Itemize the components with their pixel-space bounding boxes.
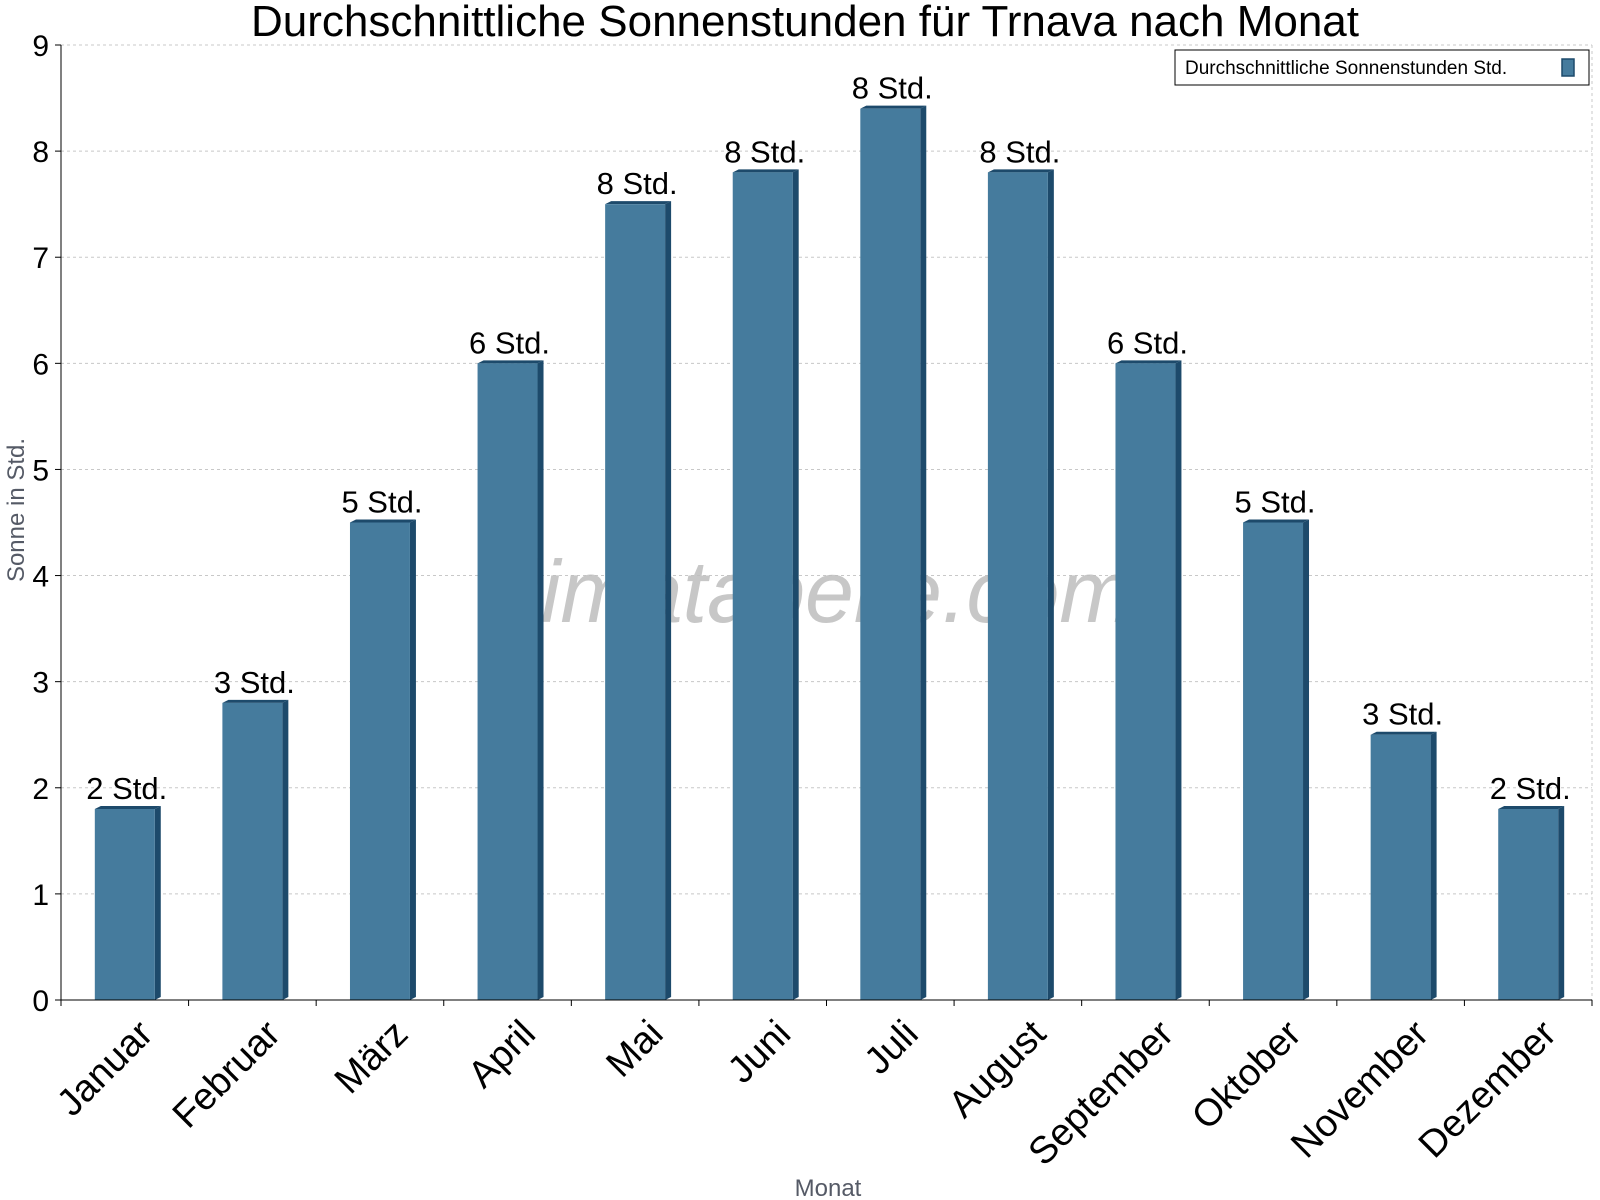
y-tick-label: 3 — [32, 667, 49, 700]
x-tick-label: Januar — [49, 1012, 161, 1124]
bar-group — [477, 360, 544, 1000]
bar-side — [665, 201, 672, 1000]
legend: Durchschnittliche Sonnenstunden Std. — [1174, 49, 1590, 86]
bar — [1370, 734, 1431, 1000]
data-label: 2 Std. — [86, 771, 167, 806]
bar-side — [920, 105, 927, 1000]
bar-group — [1243, 519, 1310, 1000]
data-label: 8 Std. — [724, 134, 805, 169]
data-label: 5 Std. — [341, 485, 422, 520]
legend-entry-label: Durchschnittliche Sonnenstunden Std. — [1185, 58, 1507, 79]
bar-side — [1047, 169, 1054, 1001]
data-label: 8 Std. — [979, 134, 1060, 169]
data-label: 3 Std. — [214, 665, 295, 700]
bar — [222, 702, 283, 1000]
bar-top — [605, 201, 672, 205]
bar-top — [987, 169, 1054, 173]
bar-group — [94, 806, 161, 1000]
y-tick-label: 6 — [32, 348, 49, 381]
bar-side — [792, 169, 799, 1001]
y-tick-label: 4 — [32, 561, 49, 594]
x-tick-label: Juli — [857, 1013, 927, 1083]
x-tick-label: Juni — [720, 1013, 799, 1092]
bar-top — [477, 360, 544, 364]
y-tick-label: 8 — [32, 136, 49, 169]
y-tick-label: 5 — [32, 454, 49, 487]
x-tick-label: Oktober — [1184, 1012, 1310, 1138]
bar — [605, 204, 666, 1000]
bar-top — [860, 105, 927, 109]
bar-top — [1370, 731, 1437, 735]
bar — [1498, 809, 1559, 1000]
data-labels-layer: 2 Std. 3 Std. 5 Std. 6 Std. 8 Std. 8 Std. 8 St… — [86, 71, 1570, 806]
bar-group — [222, 699, 289, 1000]
bar — [732, 172, 793, 1001]
legend-swatch — [1561, 58, 1575, 77]
grid-layer — [61, 44, 1593, 1000]
bar — [94, 809, 155, 1000]
bar — [987, 172, 1048, 1001]
y-tick-label: 9 — [32, 30, 49, 63]
chart-title: Durchschnittliche Sonnenstunden für Trna… — [251, 0, 1359, 46]
x-tick-label: Mai — [598, 1013, 671, 1086]
data-label: 3 Std. — [1362, 697, 1443, 732]
data-label: 5 Std. — [1235, 485, 1316, 520]
x-tick-label: Februar — [165, 1012, 289, 1136]
bar-top — [732, 169, 799, 173]
data-label: 8 Std. — [852, 71, 933, 106]
x-tick-label: April — [460, 1013, 543, 1096]
bar-side — [1303, 519, 1310, 1000]
bar-side — [409, 519, 416, 1000]
bar-group — [987, 169, 1054, 1001]
bar-group — [605, 201, 672, 1000]
x-tick-label: November — [1283, 1012, 1437, 1166]
bar — [860, 108, 921, 1000]
bar-side — [537, 360, 544, 1000]
bar-top — [1498, 806, 1565, 809]
data-label: 8 Std. — [597, 166, 678, 201]
data-label: 2 Std. — [1490, 771, 1571, 806]
bar-group — [860, 105, 927, 1000]
bar-top — [94, 806, 161, 809]
x-axis-label: Monat — [795, 1175, 862, 1200]
bar-side — [1430, 731, 1437, 1000]
bar-top — [222, 699, 289, 703]
bar-side — [282, 699, 289, 1000]
data-label: 6 Std. — [1107, 325, 1188, 360]
bar — [1243, 522, 1304, 1000]
bar-side — [154, 806, 161, 1000]
bar-group — [349, 519, 416, 1000]
x-tick-label: März — [327, 1013, 416, 1102]
bar-group — [1498, 806, 1565, 1000]
bar — [477, 363, 538, 1000]
bar-group — [732, 169, 799, 1001]
data-label: 6 Std. — [469, 325, 550, 360]
y-tick-label: 2 — [32, 773, 49, 806]
y-tick-label: 0 — [32, 985, 49, 1018]
bar-top — [1115, 360, 1182, 364]
legend-box — [1174, 49, 1590, 86]
x-tick-label: August — [941, 1012, 1055, 1126]
y-tick-label: 7 — [32, 242, 49, 275]
bar-side — [1558, 806, 1565, 1000]
bar-top — [349, 519, 416, 523]
bar-side — [1175, 360, 1182, 1000]
y-tick-label: 1 — [32, 879, 49, 912]
bar — [349, 522, 410, 1000]
bar-group — [1370, 731, 1437, 1000]
y-axis-label: Sonne in Std. — [3, 438, 30, 582]
bar — [1115, 363, 1176, 1000]
bar-top — [1243, 519, 1310, 523]
x-tick-label: Dezember — [1411, 1012, 1565, 1166]
bar-group — [1115, 360, 1182, 1000]
bars-layer — [94, 105, 1565, 1001]
